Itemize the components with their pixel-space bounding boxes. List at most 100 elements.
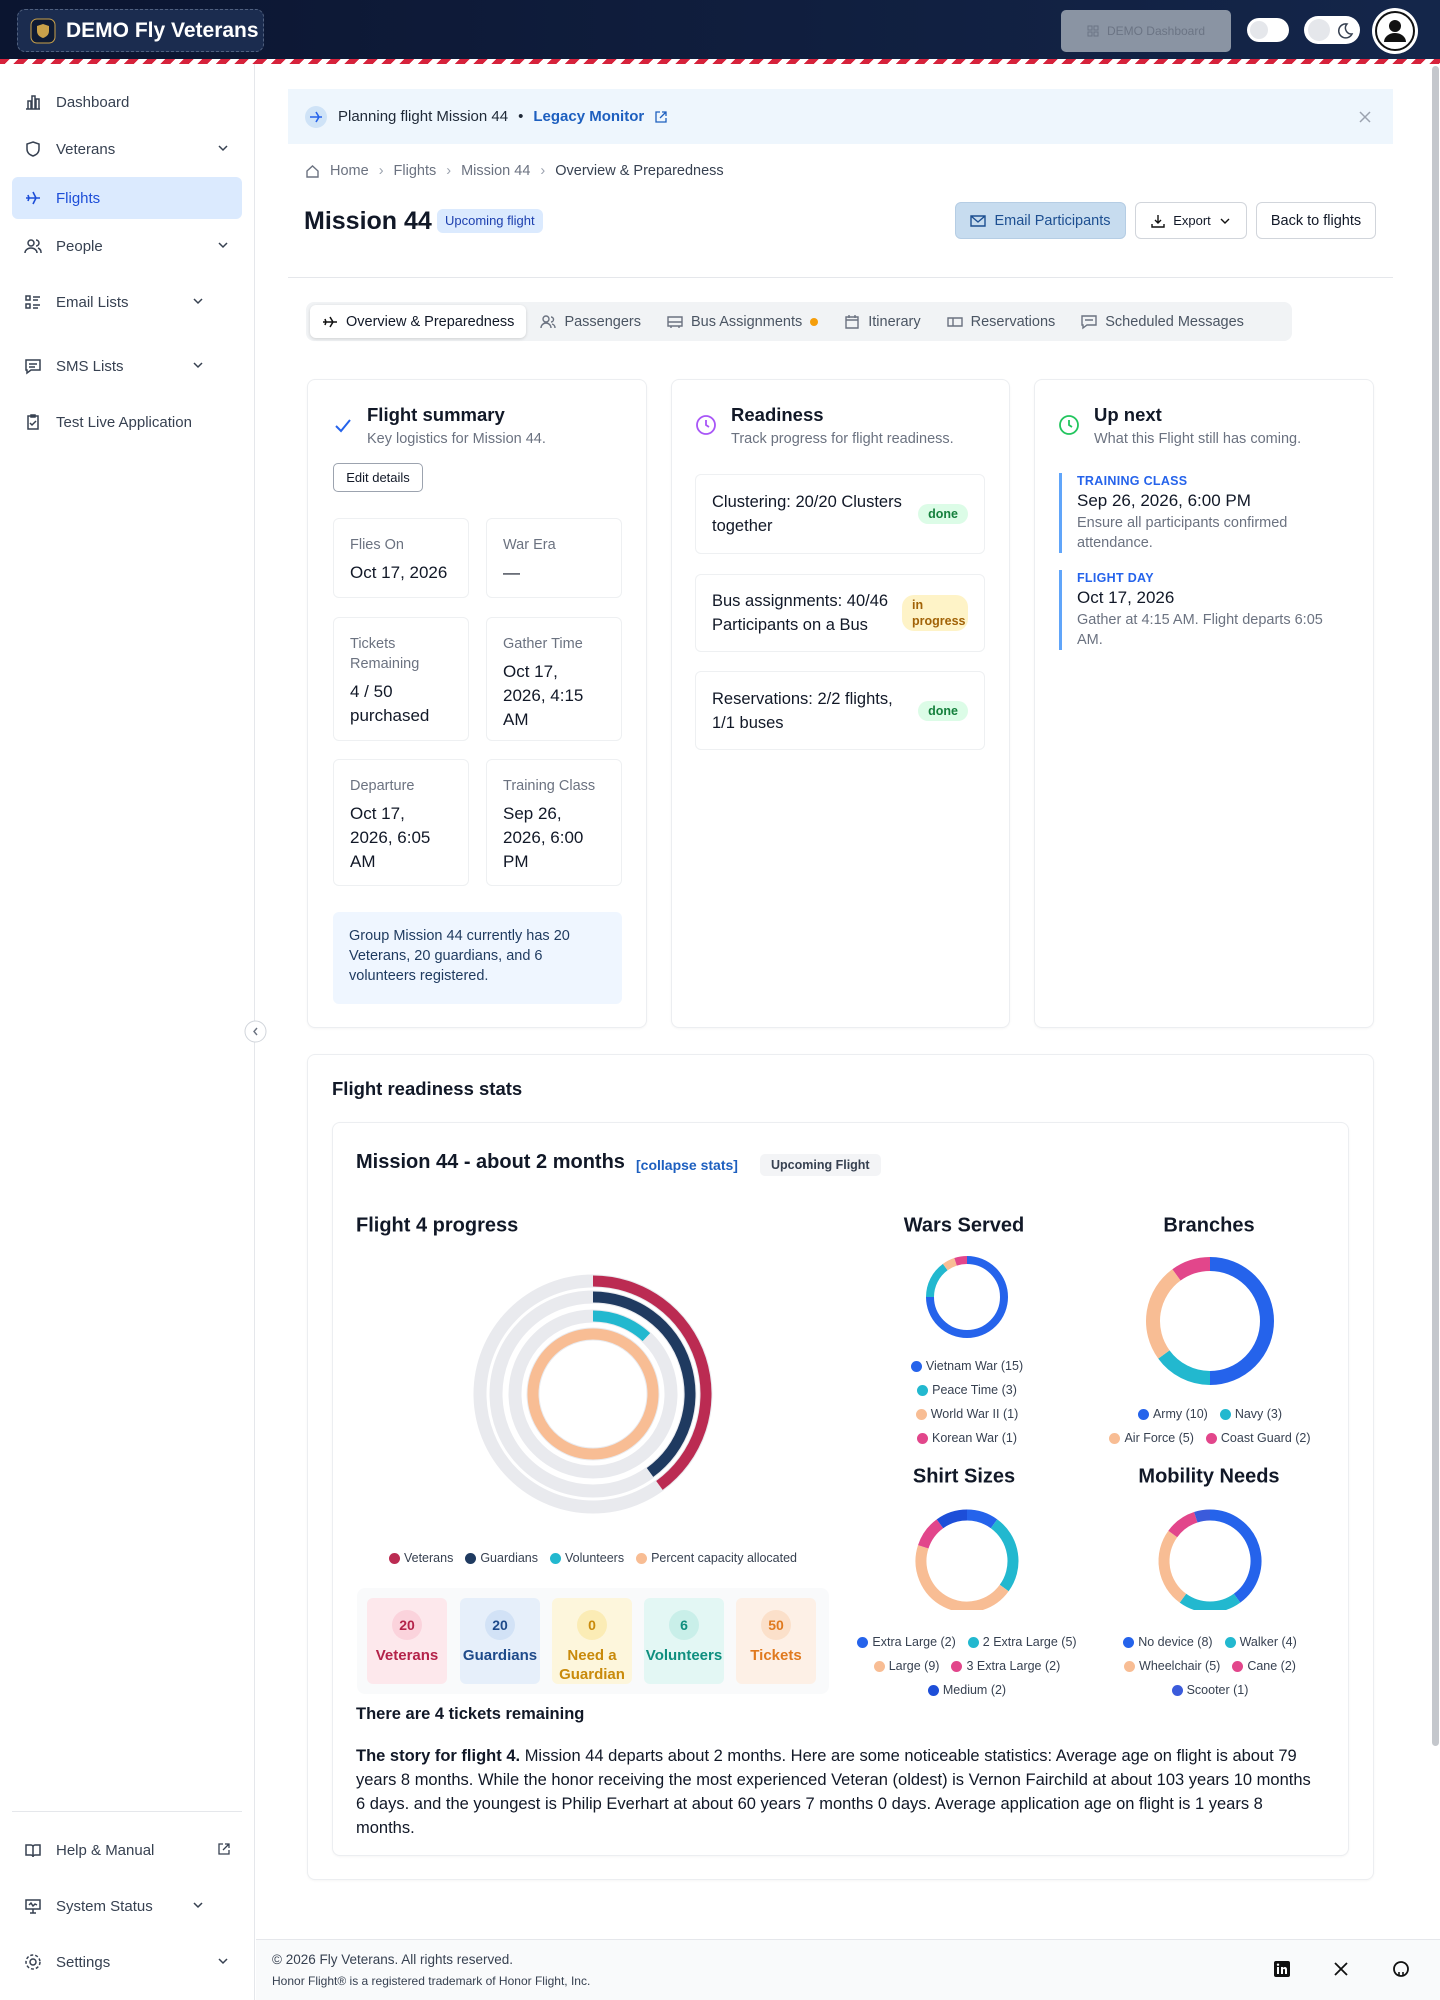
x-link[interactable] — [1333, 1961, 1349, 1977]
collapse-link[interactable]: [collapse stats] — [636, 1157, 738, 1173]
icon — [26, 141, 40, 157]
icon-part — [25, 295, 40, 309]
field: Flies On Oct 17, 2026 — [333, 518, 469, 598]
legend-item[interactable]: Percent capacity allocated — [636, 1548, 797, 1568]
tab[interactable]: Bus Assignments — [655, 305, 830, 338]
collapse-sidebar-part — [244, 1020, 267, 1043]
nav-item[interactable]: Email Lists — [12, 281, 242, 323]
icon-part — [24, 239, 42, 254]
theme-toggle-part — [1337, 23, 1354, 39]
legend-item[interactable]: Cane (2) — [1232, 1656, 1296, 1676]
brand[interactable]: DEMO Fly Veterans — [17, 9, 264, 52]
legend-item[interactable]: Veterans — [388, 1548, 453, 1568]
legend-item[interactable]: No device (8) — [1123, 1632, 1213, 1652]
email-button[interactable]: Email Participants — [955, 202, 1126, 239]
divider — [288, 277, 1393, 278]
legend-item[interactable]: Guardians — [465, 1548, 538, 1568]
legend-item[interactable]: Extra Large (2) — [857, 1632, 956, 1652]
icon-part — [25, 1954, 41, 1970]
tab[interactable]: Scheduled Messages — [1069, 305, 1256, 338]
tab-active[interactable]: Overview & Preparedness — [310, 305, 527, 338]
charts: Flight 4 progress Wars Served Branches Shir… — [356, 1214, 1280, 1610]
card-title: Flight summary — [367, 404, 505, 425]
crumb[interactable]: Flights — [393, 163, 437, 179]
nav-item[interactable]: People — [12, 225, 242, 267]
download-icon-part — [1151, 214, 1165, 228]
legend-item[interactable]: 3 Extra Large (2) — [951, 1656, 1060, 1676]
legend-item[interactable]: Wheelchair (5) — [1124, 1656, 1220, 1676]
legend-swatch — [1205, 1432, 1217, 1444]
close-button[interactable] — [1358, 110, 1372, 124]
crumb[interactable]: Mission 44 — [461, 163, 531, 179]
page-title: Mission 44 — [304, 207, 432, 235]
legend-swatch — [967, 1636, 979, 1648]
icon-part — [1081, 314, 1097, 329]
legend-item[interactable]: Medium (2) — [927, 1680, 1006, 1700]
tab[interactable]: Passengers — [528, 305, 653, 338]
home-icon-part — [306, 164, 319, 178]
icon-part — [25, 1899, 41, 1914]
legend-item[interactable]: Coast Guard (2) — [1205, 1428, 1311, 1448]
dashboard-button[interactable]: DEMO Dashboard — [1061, 10, 1231, 52]
theme-toggle[interactable] — [1303, 15, 1361, 45]
nav-item[interactable]: Veterans — [12, 128, 242, 170]
chevron-part — [218, 1958, 228, 1965]
card-subtitle: Key logistics for Mission 44. — [367, 431, 546, 447]
legend-item[interactable]: Large (9) — [873, 1656, 939, 1676]
chevron-part — [218, 242, 228, 249]
home-icon — [306, 164, 319, 178]
github-link[interactable] — [1393, 1961, 1409, 1977]
nav-item[interactable]: Help & Manual — [12, 1829, 242, 1871]
legend-label: Navy (3) — [1234, 1407, 1283, 1421]
legend-item[interactable]: Korean War (1) — [917, 1428, 1017, 1448]
collapse-sidebar[interactable] — [244, 1020, 267, 1043]
tab[interactable]: Reservations — [935, 305, 1068, 338]
legend-item[interactable]: 2 Extra Large (5) — [967, 1632, 1077, 1652]
edit-button[interactable]: Edit details — [333, 463, 423, 492]
legend-item[interactable]: Volunteers — [550, 1548, 624, 1568]
export-button[interactable]: Export — [1135, 202, 1247, 239]
external-icon — [655, 110, 667, 123]
legend-item[interactable]: Peace Time (3) — [917, 1380, 1017, 1400]
chart-title: Shirt Sizes — [913, 1465, 1015, 1487]
crumb-current: Overview & Preparedness — [555, 163, 724, 179]
legend-swatch — [1219, 1408, 1231, 1420]
trademark: Honor Flight® is a registered trademark … — [272, 1974, 591, 1988]
scrollbar[interactable] — [1432, 66, 1439, 1746]
toggle[interactable] — [1246, 17, 1290, 43]
legend-item[interactable]: Navy (3) — [1219, 1404, 1283, 1424]
back-button[interactable]: Back to flights — [1256, 202, 1376, 239]
legend-item[interactable]: Air Force (5) — [1109, 1428, 1194, 1448]
nav-item[interactable]: System Status — [12, 1885, 242, 1927]
nav-label: System Status — [56, 1897, 153, 1915]
plane-icon-part — [310, 111, 322, 122]
donut-segment — [936, 1509, 968, 1529]
crumb[interactable]: Home — [330, 163, 369, 179]
nav-item[interactable]: Test Live Application — [12, 401, 242, 443]
icon — [845, 314, 859, 329]
nav-item[interactable]: SMS Lists — [12, 345, 242, 387]
linkedin-link[interactable] — [1274, 1961, 1290, 1977]
check-icon-part — [335, 419, 351, 433]
card-subtitle: What this Flight still has coming. — [1094, 431, 1302, 447]
donut-segment — [966, 1509, 998, 1529]
plane-icon — [305, 105, 327, 128]
legend-item[interactable]: Walker (4) — [1224, 1632, 1297, 1652]
nav-item[interactable]: Dashboard — [12, 81, 242, 123]
external-icon-part — [218, 1843, 230, 1855]
nav-item-active[interactable]: Flights — [12, 177, 242, 219]
legend-item[interactable]: Vietnam War (15) — [910, 1356, 1023, 1376]
legend-swatch — [465, 1552, 477, 1564]
tab-label: Reservations — [970, 313, 1056, 330]
tab-label: Bus Assignments — [691, 313, 803, 330]
avatar[interactable] — [1371, 7, 1419, 55]
icon — [26, 191, 40, 205]
tab[interactable]: Itinerary — [832, 305, 932, 338]
legend-item[interactable]: Scooter (1) — [1171, 1680, 1248, 1700]
item-text: Bus assignments: 40/46 Participants on a… — [712, 592, 889, 634]
legend-item[interactable]: World War II (1) — [915, 1404, 1018, 1424]
nav-item[interactable]: Settings — [12, 1941, 242, 1983]
legend-item[interactable]: Army (10) — [1137, 1404, 1208, 1424]
banner-link[interactable]: Legacy Monitor — [533, 108, 645, 125]
grid-icon-part — [1087, 31, 1093, 37]
